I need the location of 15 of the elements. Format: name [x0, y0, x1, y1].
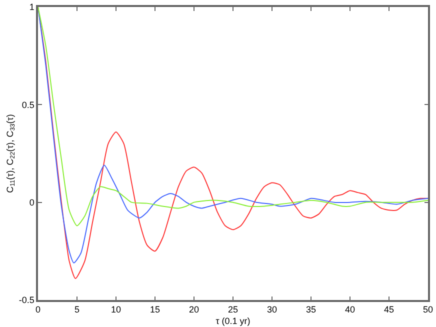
y-tick-label: 0.5: [22, 100, 34, 110]
x-tick-label: 35: [306, 304, 316, 315]
y-tick-label: 1: [29, 2, 34, 12]
x-tick-label: 25: [228, 304, 238, 315]
y-tick-label: -0.5: [18, 295, 34, 306]
x-tick-label: 10: [110, 304, 122, 315]
x-tick-label: 50: [422, 304, 434, 315]
x-tick-label: 45: [384, 304, 394, 315]
y-tick-label: 0: [29, 197, 34, 208]
x-tick-label: 5: [74, 304, 80, 315]
x-tick-label: 15: [150, 304, 160, 315]
x-tick-label: 40: [344, 304, 356, 315]
x-axis-title: τ (0.1 yr): [216, 316, 250, 326]
x-tick-label: 20: [188, 304, 200, 315]
x-tick-label: 30: [266, 304, 278, 315]
